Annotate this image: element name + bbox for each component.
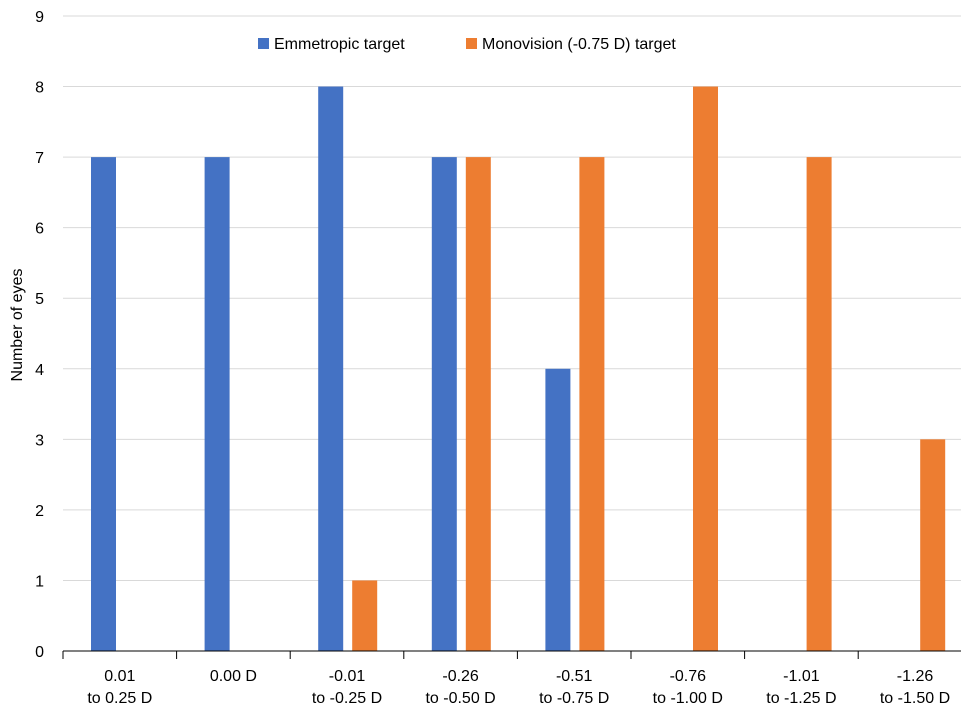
y-tick-label: 7	[35, 150, 44, 167]
legend: Emmetropic target Monovision (-0.75 D) ta…	[258, 36, 676, 53]
x-tick-label: -1.26 to -1.50 D	[880, 668, 950, 707]
legend-label-emmetropic: Emmetropic target	[274, 36, 405, 53]
y-tick-label: 8	[35, 80, 44, 97]
y-tick-label: 6	[35, 221, 44, 238]
legend-swatch-emmetropic	[258, 38, 269, 49]
y-tick-label: 1	[35, 573, 44, 590]
bar-emmetropic	[318, 86, 344, 652]
y-axis-ticks: 0 1 2 3 4 5 6 7 8 9	[35, 9, 44, 661]
x-tick-label: 0.00 D	[210, 668, 257, 685]
x-tick-label: -0.26 to -0.50 D	[425, 668, 495, 707]
x-tick-label: -0.51 to -0.75 D	[539, 668, 609, 707]
legend-swatch-monovision	[466, 38, 477, 49]
bar-emmetropic	[545, 368, 571, 651]
y-axis-label: Number of eyes	[9, 269, 26, 382]
bar-emmetropic	[91, 157, 116, 651]
y-tick-label: 0	[35, 644, 44, 661]
x-tick-label: -0.01 to -0.25 D	[312, 668, 382, 707]
y-tick-label: 4	[35, 362, 44, 379]
legend-label-monovision: Monovision (-0.75 D) target	[482, 36, 676, 53]
y-tick-label: 3	[35, 432, 44, 449]
x-tick-label: -0.76 to -1.00 D	[653, 668, 723, 707]
bar-monovision	[920, 439, 946, 651]
bar-emmetropic	[204, 157, 230, 651]
bar-monovision	[693, 86, 718, 652]
x-tick-label: 0.01 to 0.25 D	[87, 668, 152, 707]
y-tick-label: 2	[35, 503, 44, 520]
x-axis: 0.01 to 0.25 D 0.00 D -0.01 to -0.25 D -0.26 t…	[62, 650, 961, 707]
bar-monovision	[352, 580, 378, 651]
bar-monovision	[806, 157, 832, 651]
bar-monovision	[465, 157, 491, 651]
bar-monovision	[579, 157, 605, 651]
x-tick-label: -1.01 to -1.25 D	[766, 668, 836, 707]
y-tick-label: 5	[35, 291, 44, 308]
bars	[91, 86, 946, 652]
bar-emmetropic	[431, 157, 457, 651]
y-tick-label: 9	[35, 9, 44, 26]
